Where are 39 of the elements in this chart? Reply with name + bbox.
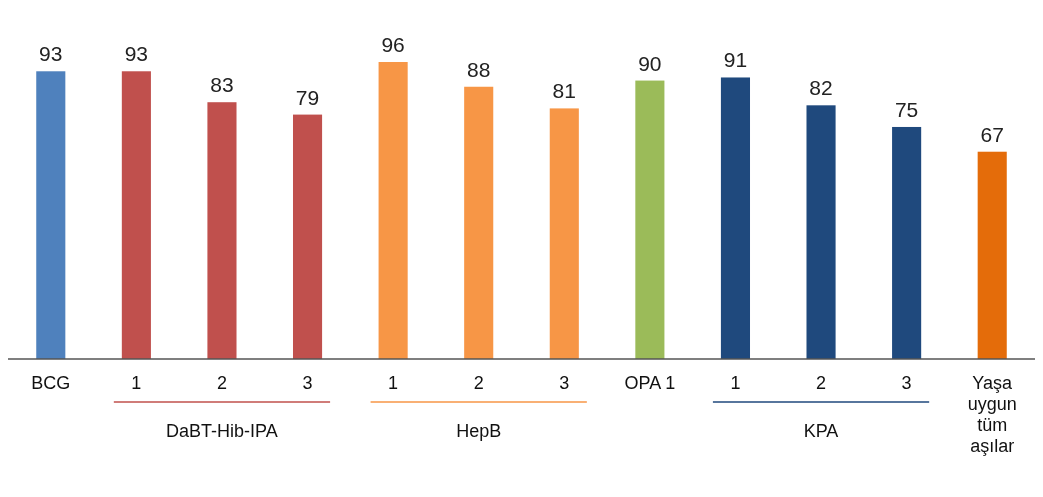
text: KPA (803, 421, 839, 441)
x-tick-label: OPA 1 (624, 373, 676, 393)
bar (36, 71, 66, 359)
x-tick-label: 1 (730, 373, 741, 393)
x-tick-label: BCG (31, 373, 71, 393)
text: HepB (456, 421, 502, 441)
bar (806, 105, 836, 359)
bar (464, 86, 494, 359)
bar (635, 80, 665, 359)
x-tick-label: 2 (216, 373, 227, 393)
bar (292, 114, 323, 359)
x-tick-label: 1 (131, 373, 142, 393)
data-label: 75 (894, 97, 919, 121)
bar (720, 77, 751, 359)
bar (121, 71, 151, 359)
data-label: 67 (980, 122, 1004, 146)
bar (977, 151, 1007, 359)
x-tick-label: 3 (302, 373, 313, 393)
text: DaBT-Hib-IPA (166, 421, 278, 441)
data-label: 96 (381, 33, 405, 56)
data-label: 90 (638, 51, 662, 75)
x-tick-label: 2 (473, 373, 484, 393)
data-label: 88 (467, 57, 491, 81)
data-label: 91 (723, 48, 748, 72)
bar (549, 108, 579, 359)
x-tick-label: 3 (559, 373, 570, 393)
x-tick-label: Yaşa uygun tüm aşılar (967, 373, 1017, 456)
data-label: 93 (39, 42, 63, 66)
data-label: 82 (809, 76, 833, 100)
x-tick-label: 3 (901, 373, 912, 393)
data-label: 79 (295, 85, 320, 109)
data-label: 83 (210, 73, 234, 97)
bar (207, 102, 237, 359)
bar (892, 126, 922, 359)
data-label: 93 (124, 42, 149, 66)
data-label: 81 (552, 79, 576, 103)
x-tick-label: 1 (388, 373, 399, 393)
bar (378, 62, 408, 359)
x-tick-label: 2 (816, 373, 827, 393)
